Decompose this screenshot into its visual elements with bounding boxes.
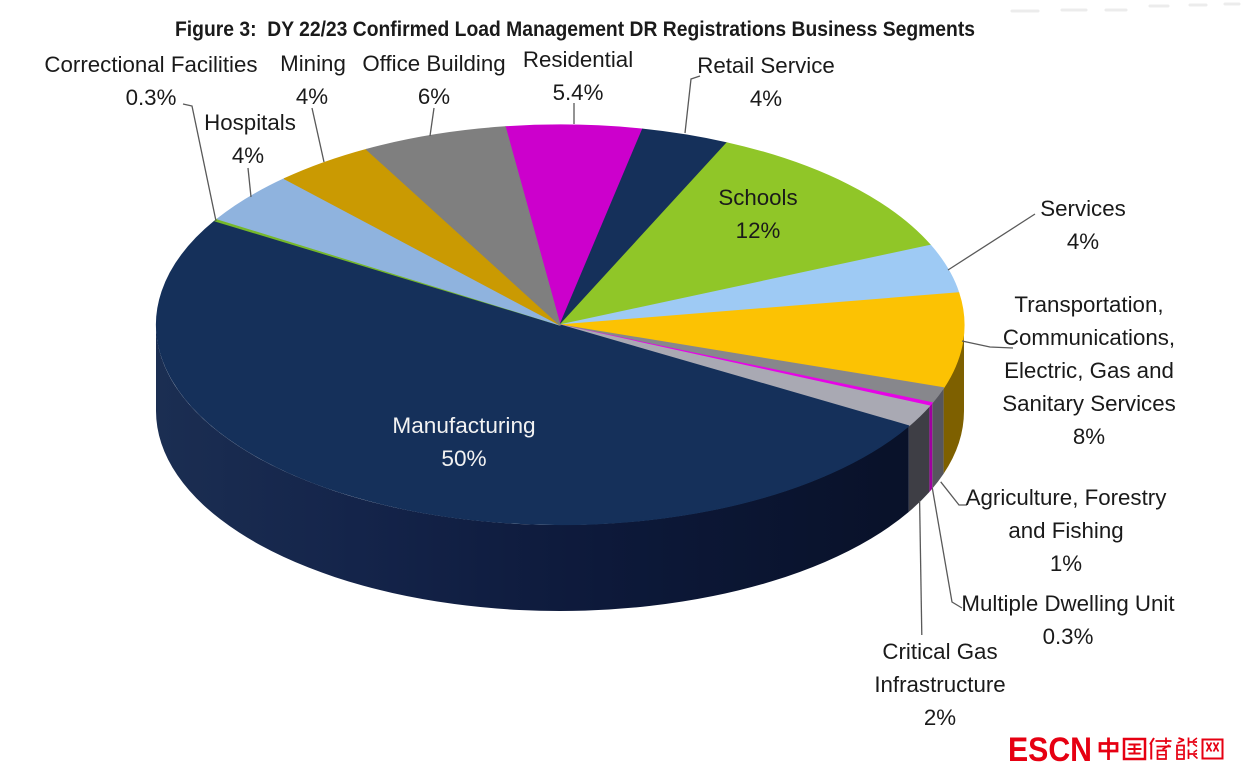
- svg-text:4%: 4%: [296, 84, 328, 109]
- svg-text:Infrastructure: Infrastructure: [874, 672, 1005, 697]
- svg-text:Services: Services: [1040, 196, 1126, 221]
- svg-text:Transportation,: Transportation,: [1014, 292, 1163, 317]
- svg-text:and Fishing: and Fishing: [1008, 518, 1123, 543]
- svg-text:Correctional Facilities: Correctional Facilities: [44, 52, 257, 77]
- svg-text:Agriculture, Forestry: Agriculture, Forestry: [966, 485, 1168, 510]
- svg-text:Mining: Mining: [280, 51, 346, 76]
- svg-text:50%: 50%: [441, 446, 486, 471]
- svg-text:Figure 3: DY 22/23 Confirmed: Figure 3: DY 22/23 Confirmed Load Manage…: [175, 18, 975, 41]
- svg-text:Sanitary Services: Sanitary Services: [1002, 391, 1176, 416]
- svg-text:6%: 6%: [418, 84, 450, 109]
- svg-text:5.4%: 5.4%: [553, 80, 604, 105]
- svg-text:8%: 8%: [1073, 424, 1105, 449]
- svg-text:Manufacturing: Manufacturing: [392, 413, 535, 438]
- svg-text:2%: 2%: [924, 705, 956, 730]
- svg-text:12%: 12%: [736, 218, 781, 243]
- svg-text:Multiple Dwelling Unit: Multiple Dwelling Unit: [961, 591, 1175, 616]
- svg-text:4%: 4%: [750, 86, 782, 111]
- svg-text:Residential: Residential: [523, 47, 633, 72]
- svg-text:1%: 1%: [1050, 551, 1082, 576]
- svg-text:Hospitals: Hospitals: [204, 110, 296, 135]
- svg-text:4%: 4%: [232, 143, 264, 168]
- svg-text:Retail Service: Retail Service: [697, 53, 835, 78]
- svg-text:Communications,: Communications,: [1003, 325, 1175, 350]
- svg-text:Critical Gas: Critical Gas: [882, 639, 997, 664]
- svg-text:Schools: Schools: [718, 185, 797, 210]
- svg-text:Office Building: Office Building: [362, 51, 505, 76]
- svg-text:4%: 4%: [1067, 229, 1099, 254]
- svg-text:ESCN: ESCN: [1008, 731, 1092, 769]
- svg-text:0.3%: 0.3%: [126, 85, 177, 110]
- svg-text:0.3%: 0.3%: [1043, 624, 1094, 649]
- svg-text:Electric, Gas and: Electric, Gas and: [1004, 358, 1174, 383]
